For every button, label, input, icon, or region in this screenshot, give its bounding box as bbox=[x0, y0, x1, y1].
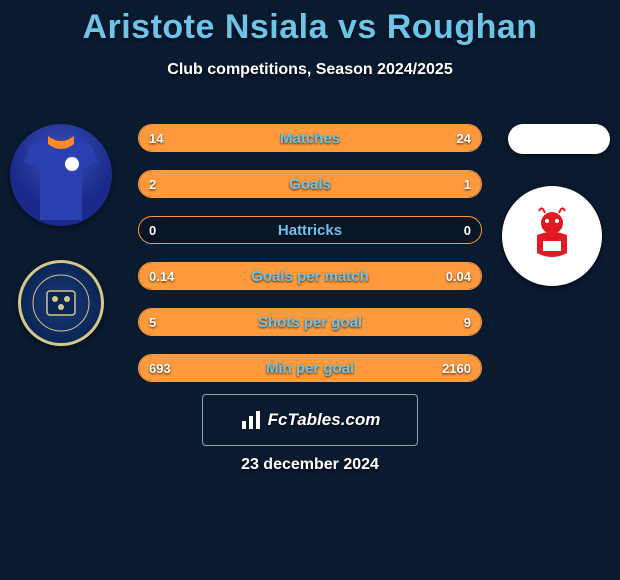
stat-value-right: 0 bbox=[464, 217, 471, 243]
stat-label: Matches bbox=[139, 125, 481, 151]
stat-label: Goals per match bbox=[139, 263, 481, 289]
stat-row: Shots per goal5 9 bbox=[138, 308, 482, 336]
club-right-crest bbox=[502, 186, 602, 286]
stat-value-right: 2160 bbox=[442, 355, 471, 381]
stat-value-right: 1 bbox=[464, 171, 471, 197]
brand-label: FcTables.com bbox=[268, 410, 381, 430]
stat-value-right: 0.04 bbox=[446, 263, 471, 289]
stat-label: Hattricks bbox=[139, 217, 481, 243]
stat-value-left: 5 bbox=[149, 309, 156, 335]
stat-value-left: 0 bbox=[149, 217, 156, 243]
shield-icon bbox=[31, 273, 91, 333]
stat-value-left: 14 bbox=[149, 125, 163, 151]
stat-value-left: 0.14 bbox=[149, 263, 174, 289]
stat-label: Shots per goal bbox=[139, 309, 481, 335]
stat-row: Min per goal693 2160 bbox=[138, 354, 482, 382]
date-label: 23 december 2024 bbox=[0, 456, 620, 474]
stat-row: Goals2 1 bbox=[138, 170, 482, 198]
chart-icon bbox=[240, 409, 262, 431]
player-left-avatar bbox=[10, 124, 112, 226]
stat-label: Goals bbox=[139, 171, 481, 197]
imp-icon bbox=[517, 201, 587, 271]
brand-badge: FcTables.com bbox=[202, 394, 418, 446]
stat-row: Hattricks0 0 bbox=[138, 216, 482, 244]
stat-value-left: 2 bbox=[149, 171, 156, 197]
stat-row: Goals per match0.14 0.04 bbox=[138, 262, 482, 290]
club-left-crest bbox=[18, 260, 104, 346]
stat-row: Matches14 24 bbox=[138, 124, 482, 152]
stat-value-right: 9 bbox=[464, 309, 471, 335]
page-subtitle: Club competitions, Season 2024/2025 bbox=[0, 61, 620, 79]
page-title: Aristote Nsiala vs Roughan bbox=[0, 0, 620, 47]
stat-label: Min per goal bbox=[139, 355, 481, 381]
stat-value-right: 24 bbox=[457, 125, 471, 151]
player-right-avatar bbox=[508, 124, 610, 154]
stats-container: Matches14 24 Goals2 1 Hattricks0 0 Goals per m… bbox=[138, 124, 482, 400]
stat-value-left: 693 bbox=[149, 355, 171, 381]
jersey-icon bbox=[20, 132, 102, 222]
